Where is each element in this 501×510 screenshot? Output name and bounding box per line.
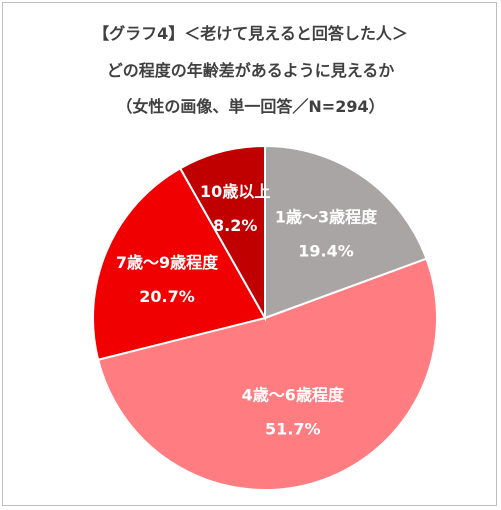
slice-value-2: 51.7% — [265, 419, 321, 438]
chart-note: （女性の画像、単一回答／N=294） — [116, 97, 385, 116]
slice-label-1: 1歳～3歳程度 — [275, 208, 378, 227]
chart-subtitle: どの程度の年齢差があるように見えるか — [106, 61, 395, 80]
chart-title: 【グラフ4】＜老けて見えると回答した人＞ — [93, 24, 408, 43]
pie-slice-4 — [178, 144, 266, 322]
slice-value-3: 20.7% — [139, 287, 195, 306]
slice-label-2: 4歳～6歳程度 — [242, 385, 345, 404]
pie-slice-3 — [92, 166, 267, 361]
slice-value-1: 19.4% — [298, 242, 354, 261]
slice-label-3: 7歳～9歳程度 — [116, 253, 219, 272]
pie-slice-2 — [96, 257, 438, 491]
pie-slice-1 — [264, 144, 428, 320]
slice-value-4: 8.2% — [213, 216, 257, 235]
slice-label-4: 10歳以上 — [200, 182, 270, 201]
